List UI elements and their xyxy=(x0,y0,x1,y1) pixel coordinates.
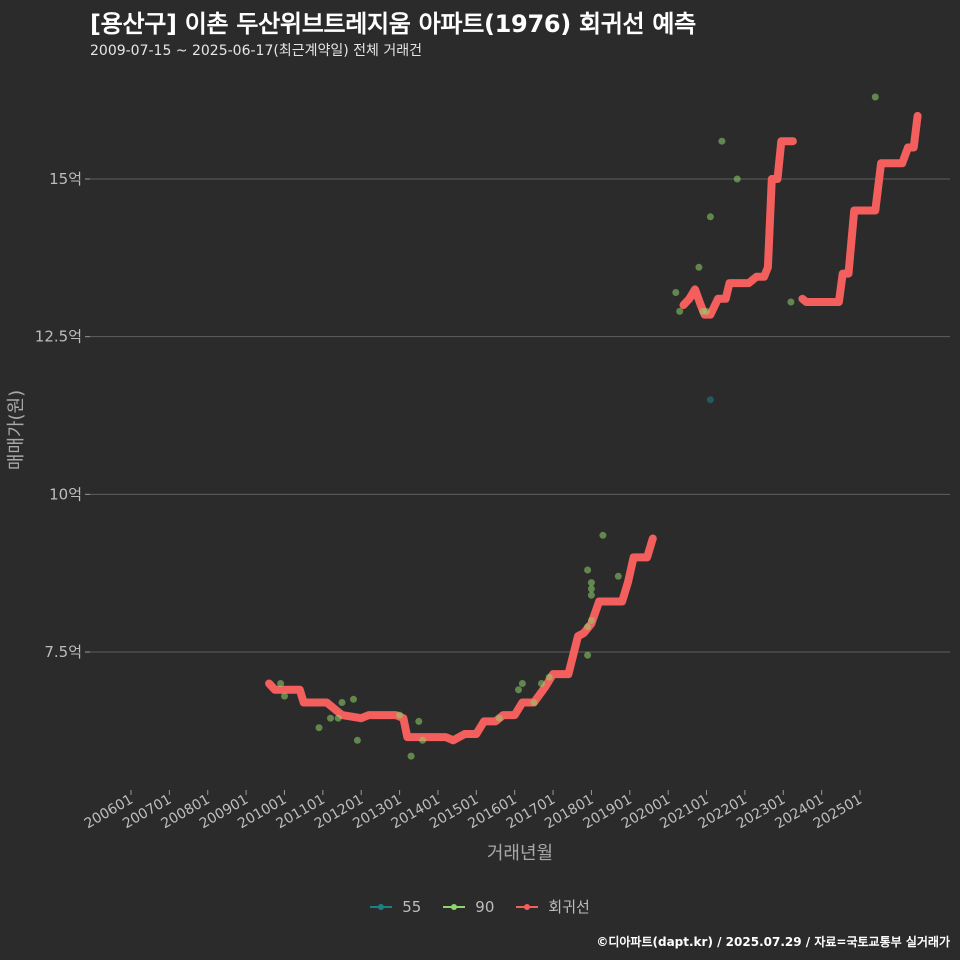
data-point-55 xyxy=(706,396,714,404)
data-point-90 xyxy=(584,651,592,659)
data-point-90 xyxy=(587,585,595,593)
legend: 55 90 회귀선 xyxy=(0,896,960,917)
legend-key-regression xyxy=(516,901,539,913)
legend-label-regression: 회귀선 xyxy=(548,898,590,916)
y-tick-label: 7.5억 xyxy=(44,643,82,661)
regression-line xyxy=(798,111,922,306)
data-point-90 xyxy=(695,263,703,271)
legend-key-90 xyxy=(443,901,466,913)
legend-label-55: 55 xyxy=(402,897,422,916)
data-point-90 xyxy=(281,692,288,700)
data-point-90 xyxy=(338,699,346,706)
data-point-90 xyxy=(518,680,526,687)
chart-subtitle: 2009-07-15 ~ 2025-06-17(최근계약일) 전체 거래건 xyxy=(90,43,422,59)
gridlines xyxy=(90,178,950,653)
legend-item-regression: 회귀선 xyxy=(516,896,590,917)
data-point-90 xyxy=(277,680,285,687)
legend-label-90: 90 xyxy=(475,897,495,916)
data-point-90 xyxy=(495,714,503,722)
y-tick-label: 10억 xyxy=(49,485,82,503)
data-point-90 xyxy=(587,617,595,624)
data-point-90 xyxy=(599,531,607,539)
regression-lines xyxy=(265,111,922,745)
y-axis-label: 매매가(원) xyxy=(6,390,27,470)
chart-title: [용산구] 이촌 두산위브트레지움 아파트(1976) 회귀선 예측 xyxy=(90,10,696,38)
data-point-90 xyxy=(538,680,545,687)
data-point-90 xyxy=(515,686,522,694)
legend-key-55 xyxy=(370,901,393,913)
data-point-90 xyxy=(334,714,342,722)
data-point-90 xyxy=(353,736,361,744)
data-point-90 xyxy=(315,724,323,732)
data-point-90 xyxy=(584,623,592,631)
x-axis-label: 거래년월 xyxy=(487,843,553,864)
legend-item-90: 90 xyxy=(443,898,494,916)
data-point-90 xyxy=(614,572,622,580)
data-point-90 xyxy=(787,298,795,306)
data-point-90 xyxy=(415,717,423,725)
data-point-90 xyxy=(327,714,334,722)
x-axis: 2006012007012008012009012010012011012012… xyxy=(82,790,865,832)
data-point-90 xyxy=(672,289,680,296)
data-point-90 xyxy=(350,695,357,703)
y-tick-label: 12.5억 xyxy=(35,328,82,346)
data-point-90 xyxy=(545,673,553,681)
data-point-90 xyxy=(407,752,415,760)
regression-line xyxy=(265,534,657,745)
data-point-90 xyxy=(718,137,726,145)
data-point-90 xyxy=(396,711,404,719)
y-tick-label: 15억 xyxy=(49,170,82,188)
data-point-90 xyxy=(706,213,714,221)
data-point-90 xyxy=(584,566,592,574)
data-point-90 xyxy=(703,307,710,315)
data-point-90 xyxy=(871,93,879,101)
data-point-90 xyxy=(587,591,595,599)
data-point-90 xyxy=(530,699,538,706)
regression-line xyxy=(679,137,797,319)
data-points xyxy=(277,93,879,760)
data-point-90 xyxy=(676,307,684,315)
data-point-90 xyxy=(733,175,741,183)
data-point-90 xyxy=(587,579,595,587)
data-point-90 xyxy=(419,736,427,744)
legend-item-55: 55 xyxy=(370,898,421,916)
credit-line: ©디아파트(dapt.kr) / 2025.07.29 / 자료=국토교통부 실… xyxy=(596,935,950,949)
y-axis: 7.5억 10억 12.5억 15억 xyxy=(35,170,90,661)
